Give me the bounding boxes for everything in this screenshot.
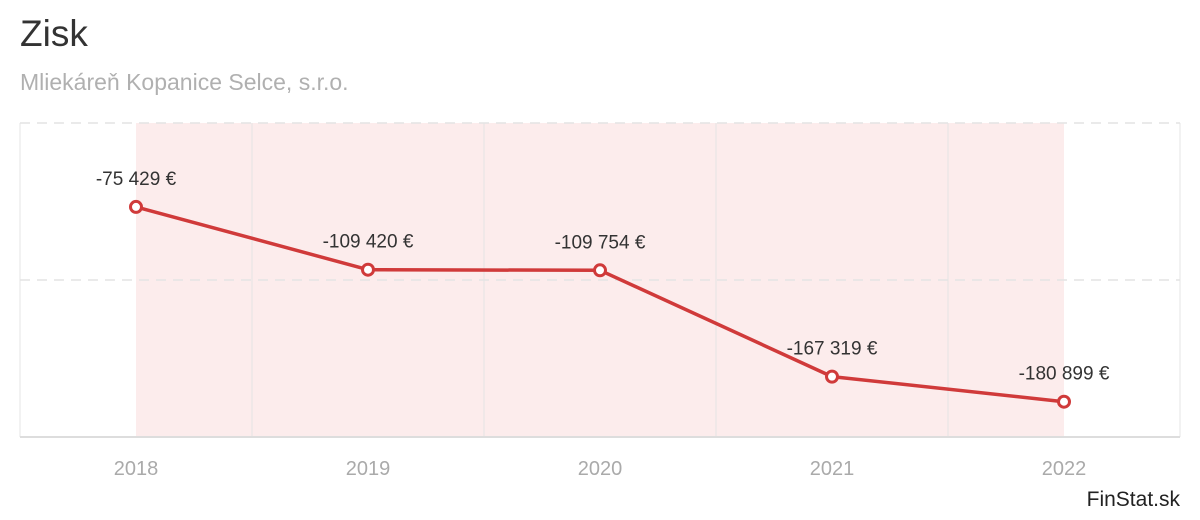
x-tick-label-2021: 2021 (810, 458, 855, 480)
data-point-2019 (361, 262, 375, 277)
data-labels: -75 429 € -109 420 € -109 754 € -167 319 € -… (96, 169, 1110, 385)
x-tick-label-2018: 2018 (114, 458, 159, 480)
data-label-2021: -167 319 € (787, 339, 878, 360)
data-label-2020: -109 754 € (555, 232, 646, 253)
data-point-2018 (129, 199, 143, 214)
x-axis-ticks: 2018 2019 2020 2021 2022 (114, 458, 1087, 480)
data-label-2022: -180 899 € (1019, 364, 1110, 385)
data-points (129, 199, 1071, 409)
data-point-2021 (825, 369, 839, 384)
x-tick-label-2020: 2020 (578, 458, 623, 480)
data-label-2019: -109 420 € (323, 232, 414, 253)
finstat-brand[interactable]: FinStat.sk (1086, 488, 1180, 511)
gridlines (19, 122, 1181, 438)
chart-title: Zisk (20, 13, 88, 54)
data-point-2022 (1057, 394, 1071, 409)
x-tick-label-2022: 2022 (1042, 458, 1087, 480)
x-tick-label-2019: 2019 (346, 458, 391, 480)
chart-subtitle: Mliekáreň Kopanice Selce, s.r.o. (20, 69, 349, 95)
data-label-2018: -75 429 € (96, 169, 177, 190)
data-point-2020 (593, 263, 607, 278)
